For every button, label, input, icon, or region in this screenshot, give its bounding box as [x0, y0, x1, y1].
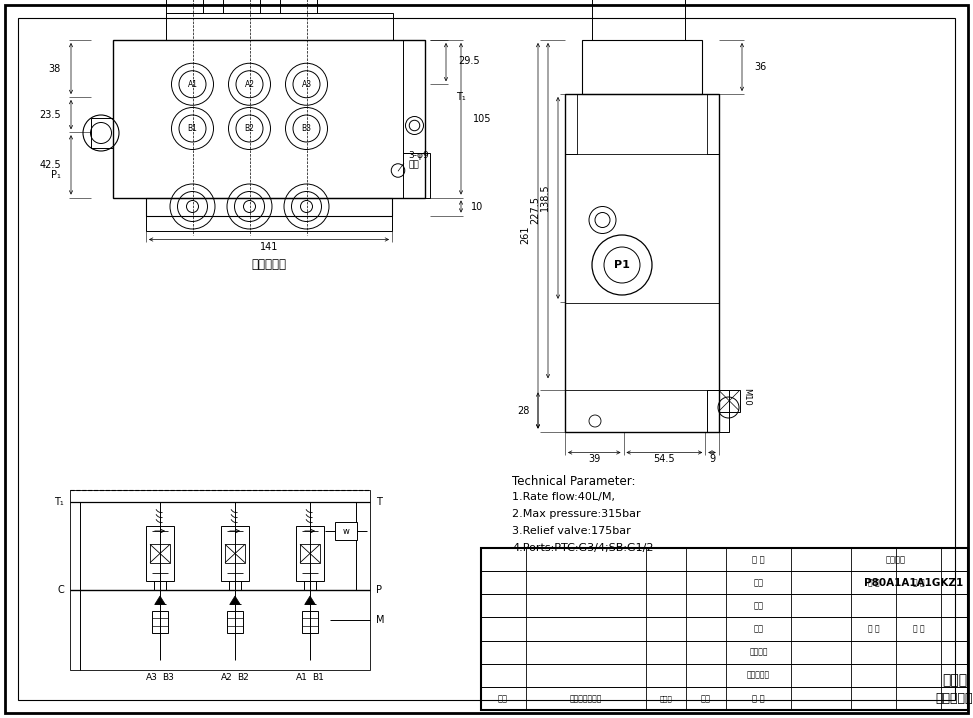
Bar	[227, 611, 243, 633]
Bar	[403, 153, 429, 197]
Text: 3.Relief valve:175bar: 3.Relief valve:175bar	[512, 526, 631, 536]
Text: 标准化检查: 标准化检查	[747, 671, 770, 680]
Text: B1: B1	[188, 124, 198, 133]
Text: T: T	[376, 497, 381, 507]
Bar	[146, 197, 392, 215]
Bar	[719, 389, 739, 412]
Text: 4.Ports:PTC:G3/4;SB:G1/2: 4.Ports:PTC:G3/4;SB:G1/2	[512, 543, 654, 553]
Text: 通孔: 通孔	[409, 160, 419, 169]
Text: 审 核: 审 核	[752, 694, 765, 703]
Bar	[706, 94, 719, 154]
Bar	[300, 544, 320, 563]
Text: A3: A3	[302, 80, 311, 89]
Bar	[296, 526, 324, 581]
Text: M: M	[376, 615, 384, 625]
Text: 第 张: 第 张	[913, 625, 924, 633]
Text: 42.5: 42.5	[39, 159, 61, 169]
Text: A1: A1	[188, 80, 198, 89]
Bar	[582, 40, 702, 94]
Text: T₁: T₁	[456, 92, 466, 102]
Bar	[152, 611, 168, 633]
Bar	[403, 40, 425, 153]
Text: 日期: 日期	[701, 694, 711, 703]
Bar	[146, 215, 392, 230]
Bar	[150, 544, 170, 563]
Text: C: C	[57, 585, 64, 595]
Text: Technical Parameter:: Technical Parameter:	[512, 475, 635, 488]
Text: 9: 9	[709, 454, 715, 465]
Text: 液压原理图: 液压原理图	[251, 258, 286, 271]
Text: P: P	[376, 585, 382, 595]
Text: A3: A3	[146, 673, 158, 683]
Polygon shape	[155, 596, 165, 604]
Text: 227.5: 227.5	[530, 195, 540, 223]
Bar	[165, 0, 203, 13]
Text: A2: A2	[221, 673, 233, 683]
Text: 描图: 描图	[753, 602, 764, 610]
Text: 105: 105	[473, 113, 491, 123]
Text: 29.5: 29.5	[458, 56, 480, 66]
Text: 138.5: 138.5	[540, 184, 550, 211]
Text: A1: A1	[296, 673, 307, 683]
Text: 设 计: 设 计	[752, 555, 765, 564]
Bar	[565, 94, 719, 432]
Text: 标记: 标记	[498, 694, 508, 703]
Text: 工艺检查: 工艺检查	[749, 648, 768, 657]
Text: P₁: P₁	[52, 170, 61, 180]
Text: 更改人: 更改人	[660, 695, 672, 701]
Text: T₁: T₁	[54, 497, 64, 507]
Text: 多路阀: 多路阀	[942, 673, 967, 687]
Text: w: w	[342, 526, 349, 536]
Bar	[706, 389, 729, 432]
Text: 39: 39	[588, 454, 600, 465]
Polygon shape	[230, 596, 240, 604]
Text: M10: M10	[742, 388, 751, 406]
Bar	[302, 611, 318, 633]
Bar	[221, 526, 249, 581]
Bar	[113, 40, 425, 197]
Bar	[565, 94, 577, 154]
Polygon shape	[305, 596, 315, 604]
Bar	[90, 118, 113, 148]
Text: 36: 36	[754, 62, 767, 72]
Text: P80A1A1A1GKZ1: P80A1A1A1GKZ1	[864, 578, 963, 588]
Text: 校对: 校对	[753, 625, 764, 633]
Bar	[225, 544, 245, 563]
Bar	[165, 13, 393, 40]
Text: 2.Max pressure:315bar: 2.Max pressure:315bar	[512, 509, 640, 519]
Bar	[481, 548, 968, 710]
Text: 制图: 制图	[753, 578, 764, 587]
Text: B1: B1	[312, 673, 324, 683]
Text: 更改内容或说明: 更改内容或说明	[570, 694, 602, 703]
Text: 共 张: 共 张	[868, 625, 880, 633]
Text: 261: 261	[520, 225, 530, 244]
Text: 外型尺寸图: 外型尺寸图	[936, 692, 973, 705]
Text: 重 量: 重 量	[868, 578, 880, 587]
Bar	[223, 0, 260, 13]
Text: 28: 28	[518, 406, 530, 416]
Bar	[146, 526, 174, 581]
Text: 38: 38	[49, 63, 61, 73]
Text: 比 例: 比 例	[913, 578, 924, 587]
Text: 10: 10	[471, 202, 484, 212]
Bar	[70, 490, 370, 670]
Text: 3-φ9: 3-φ9	[409, 151, 429, 160]
Bar	[335, 522, 357, 540]
Text: B3: B3	[162, 673, 174, 683]
Text: 图样标记: 图样标记	[886, 555, 906, 564]
Bar	[279, 0, 317, 13]
Text: 141: 141	[260, 241, 278, 251]
Text: B2: B2	[244, 124, 254, 133]
Bar	[592, 0, 685, 40]
Text: A2: A2	[244, 80, 255, 89]
Text: 54.5: 54.5	[653, 454, 675, 465]
Text: B2: B2	[237, 673, 249, 683]
Text: P1: P1	[614, 260, 630, 270]
Text: 1.Rate flow:40L/M,: 1.Rate flow:40L/M,	[512, 492, 615, 502]
Text: 23.5: 23.5	[39, 110, 61, 120]
Text: B3: B3	[302, 124, 311, 133]
